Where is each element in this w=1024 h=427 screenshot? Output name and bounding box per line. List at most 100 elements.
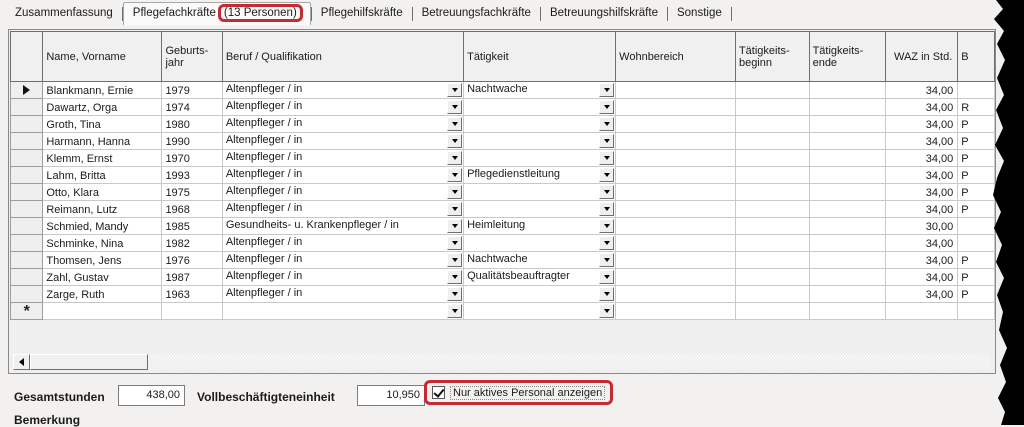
cell-activity-start[interactable] (734, 217, 810, 235)
cell-waz[interactable]: 34,00 (884, 251, 959, 269)
row-selector[interactable] (9, 183, 44, 201)
cell-activity-start[interactable] (734, 132, 810, 150)
cell-birth-year[interactable]: 1968 (161, 200, 223, 218)
cell-waz[interactable]: 34,00 (884, 81, 959, 99)
cell-qualification[interactable]: Altenpfleger / in (221, 200, 465, 218)
cell-activity-start[interactable] (734, 81, 810, 99)
row-selector[interactable] (9, 251, 44, 269)
cell-living-area[interactable] (615, 166, 736, 184)
cell-name[interactable]: Klemm, Ernst (42, 149, 163, 167)
dropdown-button[interactable] (599, 168, 615, 182)
active-only-label[interactable]: Nur aktives Personal anzeigen (449, 385, 606, 400)
cell-cutoff[interactable]: R (957, 98, 995, 116)
cell-qualification[interactable]: Gesundheits- u. Krankenpfleger / in (221, 217, 465, 235)
dropdown-button[interactable] (599, 219, 615, 233)
cell-activity[interactable] (463, 149, 617, 167)
row-selector[interactable] (9, 268, 44, 286)
dropdown-button[interactable] (599, 304, 615, 318)
cell-living-area[interactable] (615, 132, 736, 150)
cell-name[interactable]: Otto, Klara (42, 183, 163, 201)
cell-living-area[interactable] (615, 285, 736, 303)
cell-name[interactable]: Blankmann, Ernie (42, 81, 163, 99)
tab-betreuungsfachkräfte[interactable]: Betreuungsfachkräfte (413, 3, 540, 24)
row-selector[interactable] (9, 81, 44, 99)
row-selector[interactable] (9, 285, 44, 303)
dropdown-button[interactable] (447, 100, 463, 114)
row-selector[interactable] (9, 149, 44, 167)
cell-activity[interactable] (463, 98, 617, 116)
cell-activity-end[interactable] (808, 200, 886, 218)
cell-cutoff[interactable]: P (957, 132, 995, 150)
cell-qualification[interactable]: Altenpfleger / in (221, 132, 465, 150)
cell-activity-start[interactable] (734, 166, 810, 184)
dropdown-button[interactable] (599, 134, 615, 148)
cell-activity[interactable] (463, 200, 617, 218)
cell-activity-end[interactable] (808, 183, 886, 201)
cell-birth-year[interactable]: 1970 (161, 149, 223, 167)
cell-living-area[interactable] (615, 98, 736, 116)
row-selector[interactable] (9, 234, 44, 252)
cell-birth-year[interactable]: 1985 (161, 217, 223, 235)
tab-pflegehilfskräfte[interactable]: Pflegehilfskräfte (312, 3, 412, 24)
cell-living-area[interactable] (615, 251, 736, 269)
cell-birth-year[interactable]: 1976 (161, 251, 223, 269)
scroll-left-button[interactable] (13, 354, 30, 370)
cell-activity-start[interactable] (734, 302, 810, 320)
cell-living-area[interactable] (615, 302, 736, 320)
cell-name[interactable]: Zahl, Gustav (42, 268, 163, 286)
cell-activity-start[interactable] (734, 183, 810, 201)
dropdown-button[interactable] (599, 185, 615, 199)
cell-living-area[interactable] (615, 81, 736, 99)
cell-living-area[interactable] (615, 217, 736, 235)
cell-name[interactable]: Schmied, Mandy (42, 217, 163, 235)
cell-name[interactable]: Lahm, Britta (42, 166, 163, 184)
dropdown-button[interactable] (447, 270, 463, 284)
dropdown-button[interactable] (447, 151, 463, 165)
cell-birth-year[interactable]: 1987 (161, 268, 223, 286)
cell-qualification[interactable]: Altenpfleger / in (221, 251, 465, 269)
active-only-checkbox[interactable] (432, 386, 445, 399)
cell-activity-end[interactable] (808, 302, 886, 320)
cell-activity-end[interactable] (808, 217, 886, 235)
dropdown-button[interactable] (599, 202, 615, 216)
cell-qualification[interactable]: Altenpfleger / in (221, 234, 465, 252)
cell-activity-start[interactable] (734, 200, 810, 218)
cell-waz[interactable]: 34,00 (884, 98, 959, 116)
dropdown-button[interactable] (447, 202, 463, 216)
cell-activity-start[interactable] (734, 268, 810, 286)
cell-activity-end[interactable] (808, 166, 886, 184)
cell-waz[interactable]: 34,00 (884, 234, 959, 252)
dropdown-button[interactable] (447, 83, 463, 97)
cell-living-area[interactable] (615, 149, 736, 167)
dropdown-button[interactable] (447, 168, 463, 182)
tab-sonstige[interactable]: Sonstige (668, 3, 731, 24)
cell-activity-start[interactable] (734, 149, 810, 167)
row-selector[interactable] (9, 132, 44, 150)
cell-cutoff[interactable]: P (957, 285, 995, 303)
cell-activity-start[interactable] (734, 98, 810, 116)
dropdown-button[interactable] (447, 185, 463, 199)
cell-cutoff[interactable]: P (957, 200, 995, 218)
cell-living-area[interactable] (615, 183, 736, 201)
dropdown-button[interactable] (447, 117, 463, 131)
cell-activity-start[interactable] (734, 251, 810, 269)
row-selector[interactable] (9, 166, 44, 184)
cell-qualification[interactable]: Altenpfleger / in (221, 183, 465, 201)
dropdown-button[interactable] (447, 304, 463, 318)
cell-qualification[interactable]: Altenpfleger / in (221, 285, 465, 303)
cell-waz[interactable] (884, 302, 959, 320)
cell-activity-end[interactable] (808, 149, 886, 167)
cell-activity[interactable]: Heimleitung (463, 217, 617, 235)
cell-cutoff[interactable] (957, 234, 995, 252)
dropdown-button[interactable] (599, 100, 615, 114)
row-selector[interactable] (9, 98, 44, 116)
cell-activity[interactable] (463, 234, 617, 252)
cell-activity[interactable] (463, 132, 617, 150)
vbe-field[interactable]: 10,950 (357, 385, 425, 406)
cell-waz[interactable]: 30,00 (884, 217, 959, 235)
dropdown-button[interactable] (599, 287, 615, 301)
cell-qualification[interactable]: Altenpfleger / in (221, 268, 465, 286)
cell-name[interactable]: Dawartz, Orga (42, 98, 163, 116)
cell-cutoff[interactable] (957, 217, 995, 235)
cell-waz[interactable]: 34,00 (884, 285, 959, 303)
